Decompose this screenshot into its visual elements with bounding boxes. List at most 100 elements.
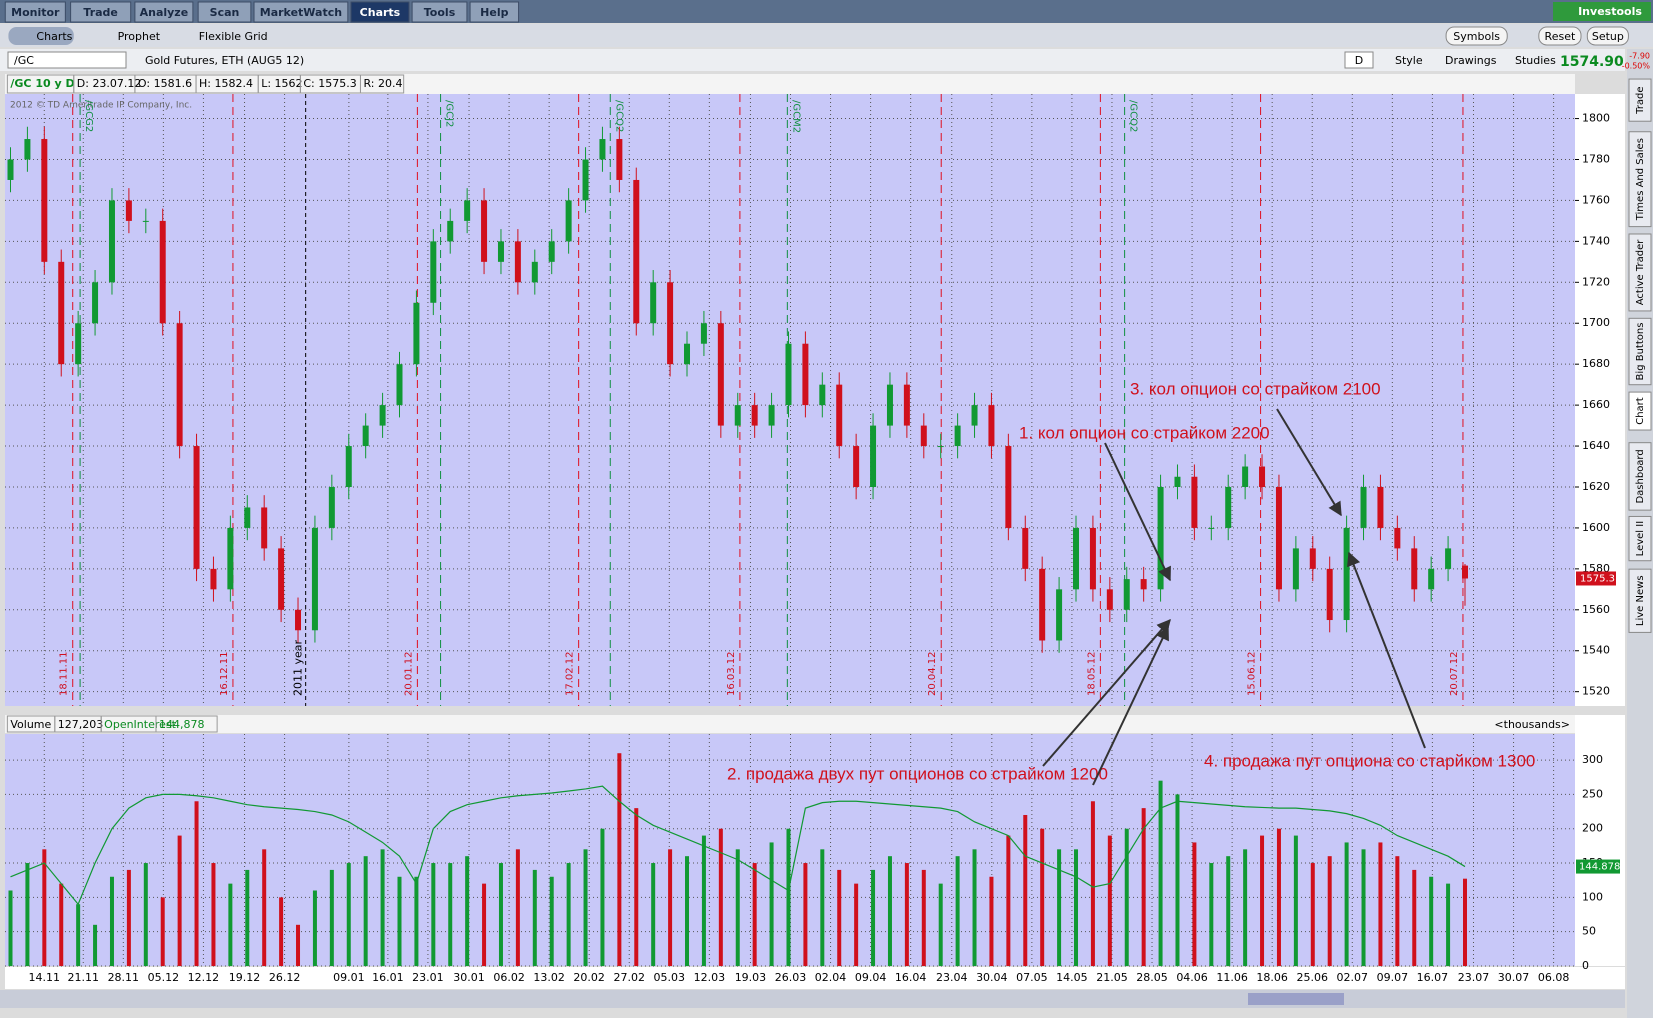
date-label: 25.06 (1296, 971, 1328, 984)
candle-body (210, 568, 217, 590)
side-tab-label: Trade (1635, 86, 1646, 114)
arrow (1347, 551, 1426, 749)
date-label: 20.02 (573, 971, 605, 984)
side-tab[interactable] (1628, 233, 1652, 312)
tab-label: Charts (360, 6, 401, 19)
volume-bar (1395, 856, 1400, 966)
info-value: R: 20.4 (363, 77, 402, 90)
tab[interactable] (469, 1, 520, 23)
side-tab[interactable] (1628, 568, 1652, 633)
volume-bar (194, 801, 199, 966)
date-axis (5, 967, 1625, 989)
period-button[interactable] (1344, 51, 1374, 69)
button-label: Reset (1545, 30, 1576, 43)
header-cell (155, 715, 218, 733)
volume-bar (1293, 835, 1298, 966)
tab[interactable] (134, 1, 194, 23)
subtab[interactable] (8, 27, 74, 45)
y-tick-label: 1520 (1582, 685, 1610, 698)
volume-bar (904, 863, 909, 966)
candle-body (497, 241, 504, 262)
scrollbar[interactable] (0, 990, 1625, 1008)
volume-bar (25, 863, 30, 966)
date-label: 30.04 (976, 971, 1008, 984)
volume-bar (549, 876, 554, 966)
chart-tool[interactable]: Style (1395, 54, 1423, 67)
candle-body (1394, 527, 1401, 549)
button[interactable] (1538, 26, 1582, 46)
tab[interactable] (253, 1, 349, 23)
candle-body (24, 139, 31, 160)
volume-bar (143, 863, 148, 966)
volume-bar (1040, 828, 1045, 966)
side-tab[interactable] (1628, 317, 1652, 386)
side-tab[interactable] (1628, 78, 1652, 122)
volume-bar (59, 883, 64, 966)
side-tab-label: Level II (1635, 521, 1646, 556)
tab-label: Monitor (11, 6, 60, 19)
tab[interactable] (350, 1, 410, 23)
volume-bar (871, 869, 876, 966)
brand-button[interactable] (1553, 2, 1651, 21)
side-tab[interactable] (1628, 515, 1652, 562)
date-label: 12.03 (694, 971, 726, 984)
volume-bar (346, 863, 351, 966)
candle-body (1191, 476, 1198, 528)
date-label: 14.11 (29, 971, 61, 984)
info-bar (5, 74, 1575, 94)
volume-bar (482, 883, 487, 966)
candle-body (1073, 527, 1080, 590)
candle-body (1275, 486, 1282, 590)
volume-bar (837, 869, 842, 966)
date-label: 06.02 (493, 971, 525, 984)
candle-body (244, 507, 251, 528)
roll-label: /GCQ2 (1128, 100, 1139, 132)
tab[interactable] (70, 1, 132, 23)
volume-bar (989, 876, 994, 966)
date-label: 06.08 (1538, 971, 1570, 984)
candle-body (1259, 466, 1266, 487)
button[interactable] (1586, 26, 1629, 46)
change: -7.90 (1629, 52, 1650, 61)
tab[interactable] (197, 1, 252, 23)
date-label: 30.01 (453, 971, 485, 984)
date-label: 26.03 (775, 971, 807, 984)
volume-bar (498, 863, 503, 966)
header-label: OpenInterest (104, 718, 176, 731)
brand: Investools (1578, 5, 1642, 18)
y-tick-label: 1800 (1582, 112, 1610, 125)
date-label: 28.11 (108, 971, 140, 984)
tab[interactable] (4, 1, 66, 23)
candle-body (278, 548, 285, 610)
volume-bar (1107, 835, 1112, 966)
volume-bar (1446, 883, 1451, 966)
button-label: Symbols (1453, 30, 1500, 43)
side-tab[interactable] (1628, 391, 1652, 431)
y-tick-label: 50 (1582, 925, 1596, 938)
button[interactable] (1445, 26, 1508, 46)
candle-body (345, 446, 352, 487)
side-tab[interactable] (1628, 442, 1652, 511)
scroll-thumb[interactable] (1248, 993, 1344, 1005)
price-tag (1576, 571, 1616, 586)
volume-bar (938, 883, 943, 966)
candle-body (548, 241, 555, 262)
oi-tag (1576, 859, 1620, 874)
candle-body (295, 609, 302, 631)
volume-bar (1260, 835, 1265, 966)
header-label: 144,878 (159, 718, 205, 731)
volume-bar (1344, 842, 1349, 966)
volume-bar (465, 856, 470, 966)
symbol-input[interactable] (7, 51, 127, 69)
side-tab[interactable] (1628, 131, 1652, 228)
date-label: 18.06 (1256, 971, 1288, 984)
chart-tool[interactable]: Drawings (1445, 54, 1497, 67)
date-label: 12.12 (188, 971, 220, 984)
tab[interactable] (411, 1, 468, 23)
candle-body (125, 200, 132, 221)
candle-body (650, 282, 657, 324)
candle-body (108, 200, 115, 283)
volume-bar (211, 863, 216, 966)
date-label: 30.07 (1498, 971, 1530, 984)
chart-tool[interactable]: Studies (1515, 54, 1556, 67)
